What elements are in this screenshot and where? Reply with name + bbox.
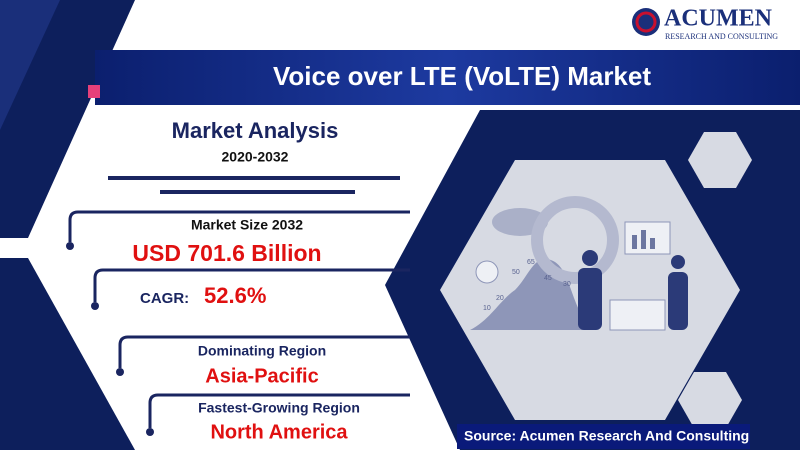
item-label: Market Size 2032 xyxy=(191,217,303,233)
logo-tagline: RESEARCH AND CONSULTING xyxy=(665,32,778,41)
bracket-dot xyxy=(116,368,124,376)
title-band xyxy=(95,50,800,105)
bracket xyxy=(93,268,410,302)
pink-accent xyxy=(88,85,100,98)
source: Source: Acumen Research And Consulting xyxy=(464,428,749,444)
illustration-bar xyxy=(632,235,637,249)
bracket xyxy=(68,210,410,242)
illustration-label: 50 xyxy=(512,269,520,276)
divider xyxy=(108,176,400,180)
brackets xyxy=(68,210,410,428)
item-value: North America xyxy=(210,421,348,443)
bracket-dot xyxy=(91,302,99,310)
left-shape-accent xyxy=(0,0,60,130)
item-value: Asia-Pacific xyxy=(205,365,318,387)
illustration-person xyxy=(668,272,688,330)
analysis-heading: Market Analysis xyxy=(172,118,339,143)
illustration-label: 10 xyxy=(483,305,491,312)
illustration-bar xyxy=(650,238,655,249)
illustration-panel xyxy=(624,221,671,255)
item-label: Fastest-Growing Region xyxy=(198,400,360,416)
analysis-period: 2020-2032 xyxy=(222,149,289,165)
left-shape-bottom xyxy=(0,258,135,450)
illustration-label: 20 xyxy=(496,295,504,302)
hexagon-small-bottom xyxy=(678,372,742,428)
bracket xyxy=(118,335,410,368)
illustration-bar xyxy=(641,230,646,249)
bracket-dot xyxy=(146,428,154,436)
item-value: USD 701.6 Billion xyxy=(132,240,321,266)
illustration-donut xyxy=(531,196,619,284)
hexagon-small-top xyxy=(688,132,752,188)
illustration-label: 30 xyxy=(563,281,571,288)
source-box xyxy=(457,424,750,449)
illustration-pie xyxy=(475,260,499,284)
divider xyxy=(160,190,355,194)
illustration-person xyxy=(671,255,685,269)
item-label: Dominating Region xyxy=(198,343,326,359)
illustration-person xyxy=(582,250,598,266)
illustration-person xyxy=(578,268,602,330)
illustration-panel xyxy=(609,299,666,331)
bracket-dot xyxy=(66,242,74,250)
item-value: 52.6% xyxy=(204,283,266,308)
item-label: CAGR: xyxy=(140,290,189,307)
title: Voice over LTE (VoLTE) Market xyxy=(273,61,651,91)
logo-brand: ACUMEN xyxy=(664,6,773,32)
bracket xyxy=(148,393,410,428)
illustration-label: 65 xyxy=(527,259,535,266)
illustration-label: 45 xyxy=(544,275,552,282)
logo-ring xyxy=(635,11,657,33)
